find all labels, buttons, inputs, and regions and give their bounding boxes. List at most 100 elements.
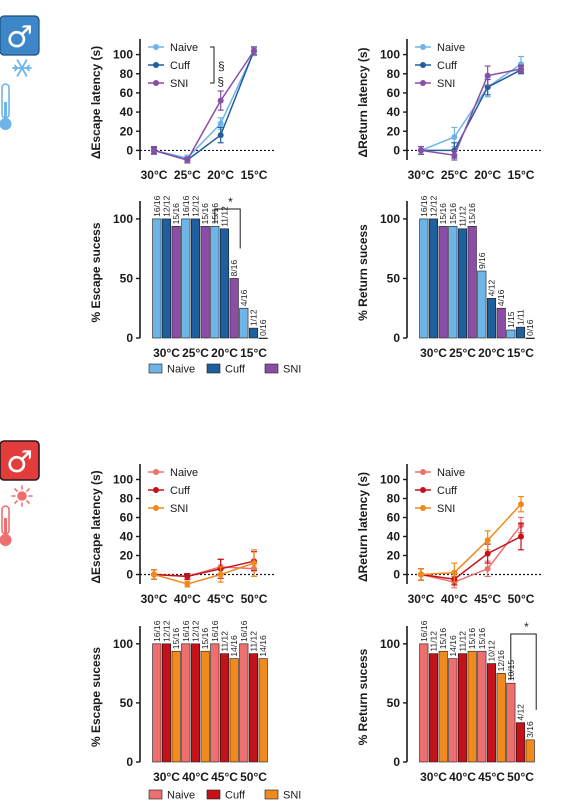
x-tick-label: 30°C — [420, 770, 447, 784]
y-tick-label: 0 — [126, 331, 133, 345]
x-tick-label: 20°C — [474, 168, 501, 182]
y-tick-label: 20 — [387, 124, 401, 138]
data-label: 1/11 — [516, 309, 526, 325]
data-label: 12/12 — [162, 620, 172, 642]
y-axis-label: % Escape sucess — [89, 647, 103, 747]
bar-sni — [171, 650, 181, 763]
data-label: 15/16 — [438, 203, 448, 225]
legend-label: SNI — [170, 78, 188, 90]
bar-sni — [258, 658, 268, 763]
legend-label: SNI — [170, 503, 188, 515]
legend-marker — [420, 505, 426, 511]
bar-cuff — [161, 218, 172, 339]
data-label: 15/16 — [467, 203, 477, 225]
y-tick-label: 40 — [387, 530, 401, 544]
bar-cuff — [486, 298, 497, 339]
legend-label: Cuff — [437, 485, 458, 497]
series-line-naive — [420, 63, 522, 152]
bar-cuff — [219, 653, 230, 763]
series-line-sni — [153, 562, 255, 585]
data-label: 11/12 — [458, 631, 468, 652]
male-symbol-glyph: ♂ — [6, 20, 33, 55]
bar-naive — [239, 643, 249, 763]
y-axis-label: % Escape sucess — [89, 222, 103, 322]
bar-cuff — [428, 218, 439, 339]
y-tick-label: 0 — [393, 331, 400, 345]
data-label: 16/16 — [419, 195, 429, 217]
y-tick-label: 60 — [387, 511, 401, 525]
bar-sni — [496, 307, 506, 339]
bar-naive — [448, 226, 458, 339]
data-label: 9/16 — [477, 252, 487, 269]
data-label: 1/15 — [506, 311, 516, 328]
bar-cuff — [190, 218, 201, 339]
x-tick-label: 45°C — [474, 592, 501, 606]
legend-swatch-naive — [148, 363, 163, 374]
y-tick-label: 60 — [387, 86, 401, 100]
legend-label: Naive — [437, 467, 465, 479]
data-label: 1/12 — [249, 309, 259, 326]
data-point-sni — [217, 97, 224, 104]
x-tick-label: 50°C — [240, 770, 267, 784]
x-tick-label: 30°C — [141, 592, 168, 606]
bar-cuff — [457, 653, 468, 763]
data-label: 16/16 — [419, 620, 429, 642]
x-tick-label: 40°C — [449, 770, 476, 784]
data-label: 15/16 — [448, 203, 458, 225]
bar-naive — [448, 658, 458, 763]
bar-cuff — [515, 722, 526, 763]
x-tick-label: 40°C — [182, 770, 209, 784]
data-label: 16/16 — [239, 620, 249, 642]
male-symbol-icon — [0, 15, 40, 56]
legend-marker — [420, 62, 426, 68]
y-tick-label: 0 — [126, 143, 133, 157]
chart-panel-d: % Return sucess 0 50 100 30°C 25°C 20°C 15°C 16/… — [356, 195, 535, 360]
series-line-cuff — [153, 50, 255, 161]
y-tick-label: 100 — [113, 48, 133, 62]
legend-label: SNI — [437, 503, 455, 515]
y-tick-label: 50 — [387, 696, 401, 710]
bar-sni — [496, 673, 506, 763]
x-tick-label: 20°C — [211, 346, 238, 360]
data-label: 4/16 — [496, 289, 506, 306]
legend-marker — [153, 505, 159, 511]
significance-bracket — [210, 46, 215, 84]
bar-naive — [506, 329, 516, 339]
x-tick-label: 30°C — [420, 346, 447, 360]
y-tick-label: 0 — [393, 755, 400, 769]
series-line-naive — [153, 51, 255, 159]
data-label: 8/16 — [229, 260, 239, 277]
data-point-sni — [251, 560, 257, 567]
x-tick-label: 50°C — [508, 592, 535, 606]
data-point-sni — [151, 571, 157, 578]
data-label: 16/16 — [181, 620, 191, 642]
data-label: 15/16 — [171, 628, 181, 650]
x-tick-label: 45°C — [211, 770, 238, 784]
data-point-sni — [418, 147, 424, 154]
series-line-sni — [420, 503, 522, 576]
y-tick-label: 80 — [120, 67, 134, 81]
data-label: 16/16 — [210, 620, 220, 642]
x-tick-label: 25°C — [449, 346, 476, 360]
data-point-sni — [451, 569, 458, 576]
x-tick-label: 30°C — [141, 168, 168, 182]
y-tick-label: 40 — [387, 105, 401, 119]
y-tick-label: 100 — [113, 212, 133, 226]
bar-naive — [181, 643, 191, 763]
data-label: 10/12 — [487, 640, 497, 662]
bar-cuff — [248, 653, 259, 763]
bar-cuff — [515, 326, 526, 339]
data-label: 15/16 — [200, 203, 210, 225]
data-point-sni — [184, 157, 191, 163]
data-label: 3/16 — [525, 721, 535, 738]
legend-marker — [153, 62, 159, 68]
x-tick-label: 40°C — [174, 592, 201, 606]
y-tick-label: 50 — [387, 271, 401, 285]
y-tick-label: 0 — [393, 143, 400, 157]
y-tick-label: 0 — [126, 755, 133, 769]
y-axis-label: ΔEscape latency (s) — [89, 470, 103, 583]
bar-legend-hot: Naive Cuff SNI — [148, 790, 301, 802]
data-point-naive — [217, 120, 224, 127]
data-label: 0/16 — [258, 319, 268, 336]
bar-sni — [171, 226, 181, 339]
